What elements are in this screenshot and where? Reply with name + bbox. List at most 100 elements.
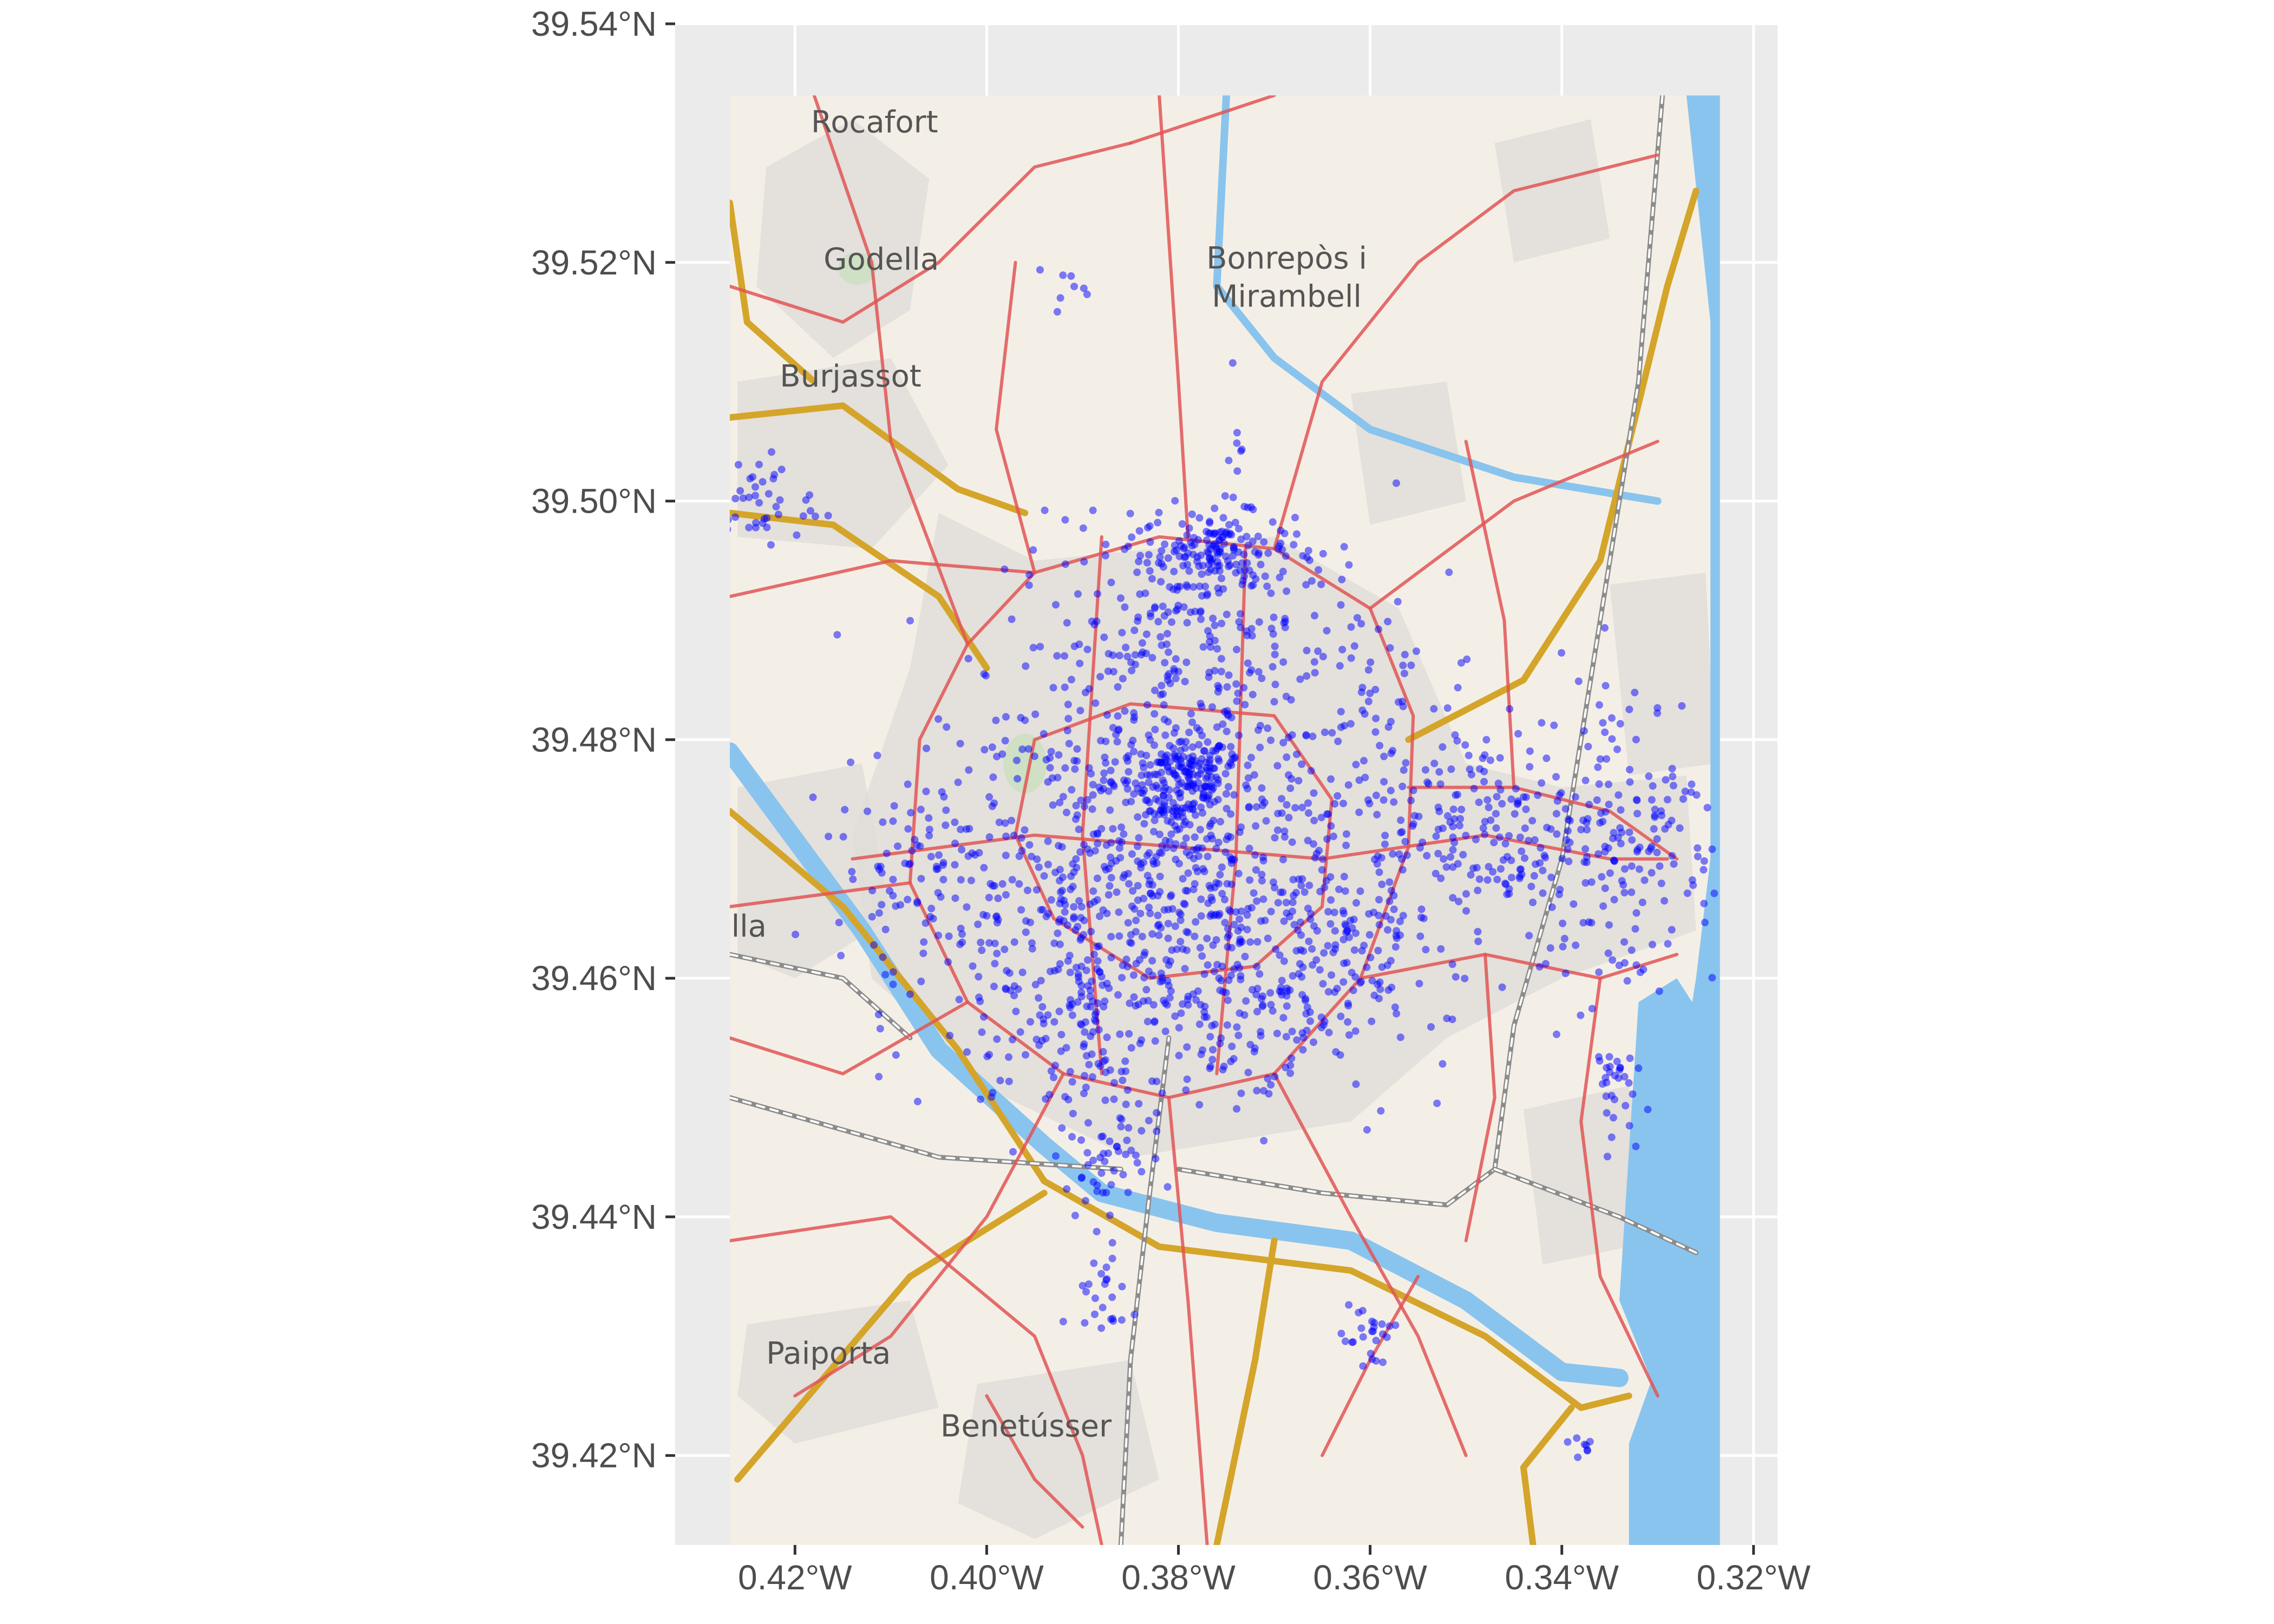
data-point [1089,791,1097,799]
data-point [1475,875,1484,883]
data-point [1245,804,1253,811]
data-point [1080,284,1088,292]
data-point [1276,951,1284,959]
railway-dash [1177,95,1664,1206]
data-point [1119,1076,1127,1084]
data-point [1283,1002,1291,1010]
data-point [1244,659,1252,667]
data-point [1166,583,1174,591]
data-point [1320,949,1328,957]
data-point [1415,980,1423,987]
data-point [1314,647,1322,655]
data-point [1391,1003,1399,1011]
data-point [1049,801,1057,809]
data-point [1233,467,1241,475]
data-point [1463,655,1471,663]
data-point [1387,787,1395,795]
data-point [1291,804,1299,812]
data-point [1240,1011,1249,1019]
data-point [993,949,1001,958]
data-point [1553,830,1561,838]
data-point [1249,506,1257,514]
data-point [1188,542,1196,550]
data-point [1327,775,1335,783]
data-point [1193,558,1201,566]
data-point [1053,652,1061,660]
data-point [1514,730,1522,738]
data-point [917,875,925,883]
data-point [1440,855,1448,863]
data-point [1402,759,1410,767]
data-point [1218,619,1226,627]
data-point [1606,869,1614,877]
data-point [945,932,953,940]
data-point [1156,553,1164,561]
data-point [1190,855,1198,863]
data-point [1494,780,1502,788]
data-point [1543,754,1551,762]
data-point [1131,1311,1139,1319]
data-point [755,461,763,469]
data-point [1208,1021,1216,1030]
data-point [1103,909,1111,918]
data-point [1233,1105,1240,1113]
data-point [1318,866,1326,874]
data-point [906,990,914,998]
data-point [1337,1012,1345,1020]
data-point [1374,980,1382,988]
data-point [1190,534,1198,542]
data-point [975,973,983,981]
data-point [1493,875,1501,883]
data-point [1066,1068,1074,1076]
data-point [1610,856,1618,865]
data-point [1372,1357,1380,1365]
data-point [1089,1156,1097,1164]
data-point [1240,502,1249,510]
data-point [1047,1067,1055,1075]
data-point [1061,560,1069,568]
data-point [1337,708,1345,716]
data-point [1501,840,1510,848]
data-point [1416,932,1424,940]
data-point [1010,831,1018,840]
data-point [1564,845,1572,853]
place-label: rivella [674,909,767,944]
data-point [1107,954,1115,961]
data-point [1360,757,1368,765]
data-point [1254,726,1262,734]
data-point [1351,1027,1360,1035]
data-point [875,1072,883,1081]
data-point [1099,981,1107,989]
data-point [1206,643,1214,651]
place-label: Benetússer [940,1409,1112,1444]
data-point [1110,1095,1118,1103]
data-point [1390,798,1398,806]
data-point [1390,905,1398,913]
data-point [1377,1107,1385,1115]
data-point [1339,978,1348,986]
primary-road [995,260,1036,574]
primary-road [1464,440,1516,789]
data-point [1547,825,1555,833]
data-point [1447,765,1455,773]
data-point [1063,726,1071,735]
data-point [1084,1161,1092,1169]
data-point [1148,930,1156,938]
place-label: Godella [824,242,939,277]
data-point [763,514,771,522]
data-point [1465,751,1473,759]
data-point [1298,803,1306,811]
port-basin [1619,978,1715,1396]
data-point [1390,892,1398,900]
data-point [1102,540,1110,548]
data-point [1386,1322,1394,1330]
data-point [1143,1018,1152,1026]
data-point [1082,1288,1090,1296]
data-point [1561,805,1570,813]
data-point [985,894,993,902]
data-point [1280,917,1288,925]
data-point [1081,1028,1089,1036]
data-point [1531,836,1539,844]
data-point [1173,826,1181,834]
data-point [1177,911,1185,919]
